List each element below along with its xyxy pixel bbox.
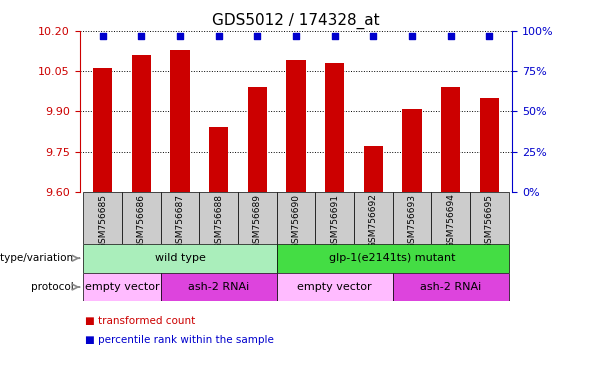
Point — [176, 33, 185, 39]
Point — [214, 33, 223, 39]
Bar — [132, 55, 151, 192]
Point — [291, 33, 300, 39]
Bar — [122, 192, 161, 244]
Point — [369, 33, 378, 39]
Bar — [277, 273, 393, 301]
Bar — [354, 192, 393, 244]
Text: GSM756692: GSM756692 — [369, 194, 378, 248]
Point — [485, 33, 494, 39]
Bar — [441, 87, 460, 192]
Point — [253, 33, 262, 39]
Bar — [315, 192, 354, 244]
Text: ash-2 RNAi: ash-2 RNAi — [420, 282, 481, 292]
Bar — [84, 192, 122, 244]
Point — [446, 33, 455, 39]
Bar — [431, 192, 470, 244]
Bar — [470, 192, 508, 244]
Bar — [277, 244, 508, 273]
Text: GSM756686: GSM756686 — [137, 194, 146, 248]
Point — [330, 33, 339, 39]
Text: GSM756694: GSM756694 — [446, 194, 455, 248]
Text: empty vector: empty vector — [85, 282, 160, 292]
Text: genotype/variation: genotype/variation — [0, 253, 74, 263]
Text: ash-2 RNAi: ash-2 RNAi — [188, 282, 249, 292]
Bar — [325, 63, 345, 192]
Point — [98, 33, 107, 39]
Text: protocol: protocol — [31, 282, 74, 292]
Bar — [84, 244, 277, 273]
Bar — [161, 273, 277, 301]
Bar — [93, 68, 112, 192]
Text: GSM756685: GSM756685 — [98, 194, 107, 248]
Text: GSM756691: GSM756691 — [330, 194, 339, 248]
Bar — [393, 273, 508, 301]
Bar — [393, 192, 431, 244]
Bar — [199, 192, 238, 244]
Bar — [363, 146, 383, 192]
Bar — [238, 192, 277, 244]
Text: GSM756690: GSM756690 — [292, 194, 300, 248]
Bar — [209, 127, 229, 192]
Point — [137, 33, 146, 39]
Title: GDS5012 / 174328_at: GDS5012 / 174328_at — [212, 13, 380, 29]
Text: ■ percentile rank within the sample: ■ percentile rank within the sample — [85, 335, 274, 345]
Bar — [161, 192, 199, 244]
Text: glp-1(e2141ts) mutant: glp-1(e2141ts) mutant — [329, 253, 456, 263]
Bar — [84, 273, 161, 301]
Bar — [247, 87, 267, 192]
Text: GSM756693: GSM756693 — [408, 194, 416, 248]
Bar — [286, 60, 306, 192]
Bar — [170, 50, 190, 192]
Bar — [479, 98, 499, 192]
Text: wild type: wild type — [154, 253, 206, 263]
Text: GSM756689: GSM756689 — [253, 194, 262, 248]
Text: empty vector: empty vector — [297, 282, 372, 292]
Bar — [277, 192, 315, 244]
Text: GSM756688: GSM756688 — [214, 194, 223, 248]
Bar — [402, 109, 422, 192]
Point — [407, 33, 416, 39]
Text: GSM756687: GSM756687 — [176, 194, 184, 248]
Text: ■ transformed count: ■ transformed count — [85, 316, 196, 326]
Text: GSM756695: GSM756695 — [485, 194, 494, 248]
